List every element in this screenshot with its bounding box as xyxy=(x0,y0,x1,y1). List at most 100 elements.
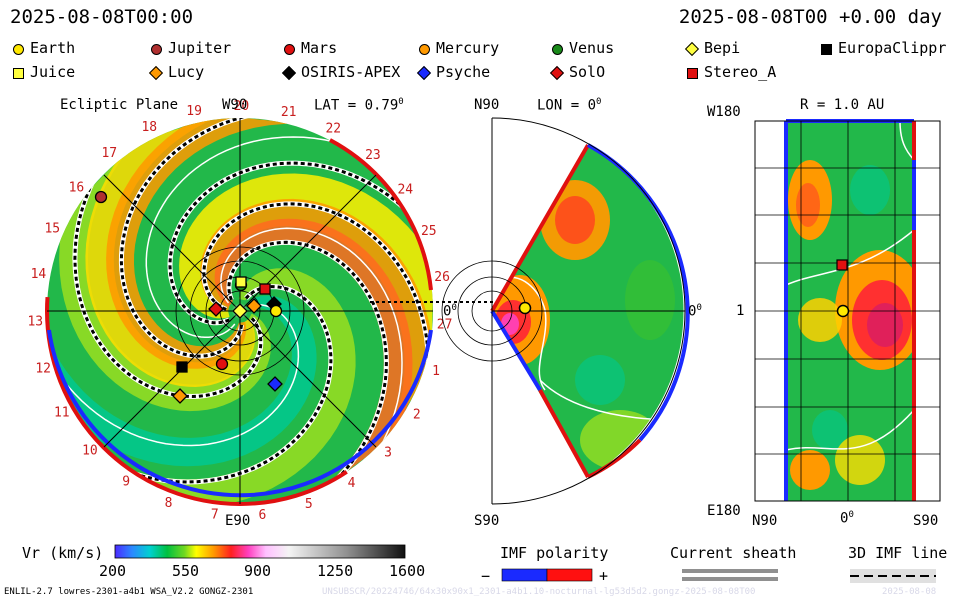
colorbar-tick: 1250 xyxy=(317,562,354,580)
carrington-tick-label: 5 xyxy=(305,497,313,512)
carrington-tick-label: 23 xyxy=(365,148,381,163)
carrington-tick-label: 20 xyxy=(234,99,250,114)
lat-label: LAT = 0.790 xyxy=(314,97,404,114)
radial-stereo-a-marker xyxy=(836,259,848,271)
carrington-tick-label: 4 xyxy=(348,476,356,491)
ecliptic-bepi-marker xyxy=(232,303,248,319)
current-sheath-swatch xyxy=(682,569,778,573)
carrington-tick-label: 2 xyxy=(413,408,421,423)
carrington-tick-label: 11 xyxy=(54,405,70,420)
timestamp-right: 2025-08-08T00 +0.00 day xyxy=(678,6,942,28)
legend-stereo-a-marker xyxy=(687,68,698,79)
imf-plus: + xyxy=(599,567,609,585)
ecliptic-earth-marker xyxy=(269,304,283,318)
legend-label: SolO xyxy=(569,63,606,81)
radial-top-left: W180 xyxy=(707,104,741,120)
meridional-plane-panel xyxy=(441,117,690,505)
colorbar-tick: 900 xyxy=(244,562,272,580)
ecliptic-bottom-label: E90 xyxy=(225,513,251,529)
carrington-tick-label: 21 xyxy=(281,105,297,120)
legend-europaclippr-marker xyxy=(821,44,832,55)
meridional-right-label: 00 xyxy=(688,303,702,320)
ecliptic-juice-marker xyxy=(235,276,247,288)
radial-earth-marker xyxy=(836,304,850,318)
ecliptic-jupiter-marker xyxy=(94,190,108,204)
legend-juice-marker xyxy=(13,68,24,79)
legend-label: EuropaClippr xyxy=(838,39,947,57)
radius-label: R = 1.0 AU xyxy=(800,97,885,113)
velocity-colorbar xyxy=(114,544,406,559)
carrington-tick-label: 25 xyxy=(421,224,437,239)
legend-label: Stereo_A xyxy=(704,63,777,81)
legend-venus-marker xyxy=(552,44,563,55)
carrington-tick-label: 13 xyxy=(27,315,43,330)
carrington-tick-label: 27 xyxy=(437,317,453,332)
colorbar-tick: 200 xyxy=(99,562,127,580)
ecliptic-title: Ecliptic Plane xyxy=(60,97,179,113)
carrington-tick-label: 6 xyxy=(258,508,266,523)
imfline-title: 3D IMF line xyxy=(848,544,948,562)
legend-label: OSIRIS-APEX xyxy=(301,63,401,81)
legend-label: Mars xyxy=(301,39,338,57)
radial-map-panel xyxy=(754,119,941,502)
ecliptic-right-label: 00 xyxy=(443,303,457,320)
timestamp-left: 2025-08-08T00:00 xyxy=(10,6,194,28)
legend-label: Juice xyxy=(30,63,76,81)
carrington-tick-label: 7 xyxy=(211,507,219,522)
carrington-tick-label: 15 xyxy=(44,222,60,237)
date-footer: 2025-08-08 xyxy=(882,587,937,597)
carrington-tick-label: 24 xyxy=(397,183,413,198)
carrington-tick-label: 26 xyxy=(434,270,450,285)
radial-tick-s90: S90 xyxy=(913,513,939,529)
colorbar-title: Vr (km/s) xyxy=(22,544,104,562)
model-footer: ENLIL-2.7 lowres-2301-a4b1 WSA_V2.2 GONG… xyxy=(4,587,254,597)
radial-tick-0: 00 xyxy=(840,510,854,527)
carrington-tick-label: 10 xyxy=(82,444,98,459)
carrington-tick-label: 17 xyxy=(101,146,117,161)
colorbar-tick: 550 xyxy=(172,562,200,580)
imf-negative-swatch xyxy=(501,568,548,582)
radial-mid-left: 1 xyxy=(736,303,745,319)
sheath-title: Current sheath xyxy=(670,544,797,562)
meridional-top-label: N90 xyxy=(474,97,500,113)
carrington-tick-label: 12 xyxy=(35,361,51,376)
meridional-bottom-label: S90 xyxy=(474,513,500,529)
carrington-tick-label: 16 xyxy=(69,180,85,195)
legend-label: Bepi xyxy=(704,39,741,57)
carrington-tick-label: 14 xyxy=(31,267,47,282)
legend-mercury-marker xyxy=(419,44,430,55)
ecliptic-solo-marker xyxy=(208,301,224,317)
carrington-tick-label: 9 xyxy=(122,475,130,490)
radial-bottom-left: E180 xyxy=(707,503,741,519)
ecliptic-stereo-a-marker xyxy=(259,283,271,295)
carrington-tick-label: 3 xyxy=(384,446,392,461)
legend-jupiter-marker xyxy=(151,44,162,55)
lon-label: LON = 00 xyxy=(537,97,602,114)
legend-label: Jupiter xyxy=(168,39,232,57)
carrington-tick-label: 19 xyxy=(186,104,202,119)
legend-label: Psyche xyxy=(436,63,491,81)
legend-label: Lucy xyxy=(168,63,205,81)
imf-title: IMF polarity xyxy=(500,544,609,562)
ecliptic-mars-marker xyxy=(215,357,229,371)
ecliptic-lucy-marker xyxy=(172,388,188,404)
ecliptic-body-markers xyxy=(94,190,283,404)
ecliptic-mercury-marker xyxy=(246,298,262,314)
imf-minus: − xyxy=(481,567,491,585)
colorbar-tick: 1600 xyxy=(389,562,426,580)
carrington-tick-label: 22 xyxy=(325,122,341,137)
carrington-tick-label: 8 xyxy=(165,496,173,511)
legend-label: Mercury xyxy=(436,39,500,57)
legend-earth-marker xyxy=(13,44,24,55)
run-footer: UNSUBSCR/20224746/64x30x90x1_2301-a4b1.1… xyxy=(322,587,756,597)
carrington-tick-label: 1 xyxy=(432,364,440,379)
legend-mars-marker xyxy=(284,44,295,55)
legend-label: Earth xyxy=(30,39,76,57)
imf-positive-swatch xyxy=(546,568,593,582)
ecliptic-psyche-marker xyxy=(267,376,283,392)
meridional-earth-marker xyxy=(518,301,532,315)
legend-label: Venus xyxy=(569,39,615,57)
ecliptic-europa-clipper-marker xyxy=(176,361,188,373)
ecliptic-top-label: W90 xyxy=(222,97,248,113)
